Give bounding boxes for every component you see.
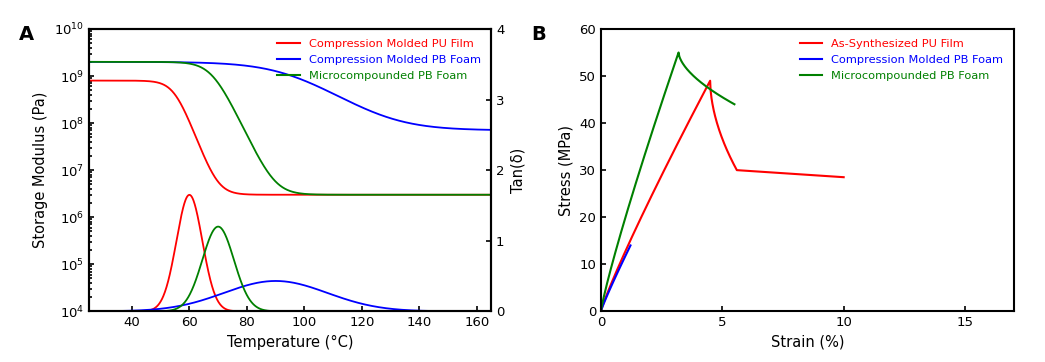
X-axis label: Temperature (°C): Temperature (°C) (227, 335, 353, 350)
Y-axis label: Stress (MPa): Stress (MPa) (559, 125, 574, 216)
Y-axis label: Storage Modulus (Pa): Storage Modulus (Pa) (33, 92, 48, 248)
Legend: As-Synthesized PU Film, Compression Molded PB Foam, Microcompounded PB Foam: As-Synthesized PU Film, Compression Mold… (795, 35, 1008, 85)
Text: A: A (19, 25, 33, 44)
X-axis label: Strain (%): Strain (%) (770, 335, 844, 350)
Text: B: B (531, 25, 545, 44)
Legend: Compression Molded PU Film, Compression Molded PB Foam, Microcompounded PB Foam: Compression Molded PU Film, Compression … (273, 35, 486, 85)
Y-axis label: Tan(δ): Tan(δ) (510, 148, 525, 193)
